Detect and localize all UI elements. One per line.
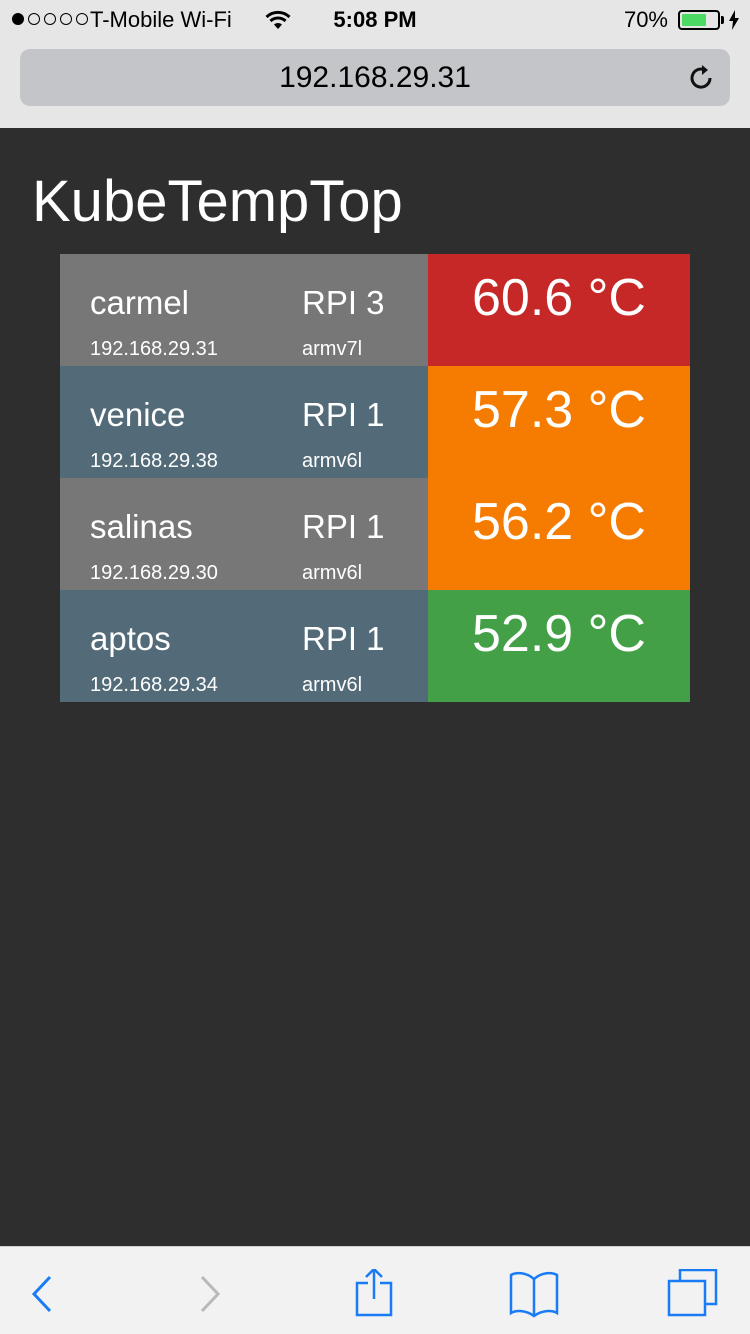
- node-model: RPI 1: [302, 620, 385, 657]
- node-row-aptos: aptos 192.168.29.34 RPI 1 armv6l 52.9 °C: [60, 590, 690, 702]
- node-ip: 192.168.29.31: [90, 338, 218, 360]
- node-ip: 192.168.29.38: [90, 450, 218, 472]
- carrier-name: T-Mobile Wi-Fi: [90, 7, 232, 32]
- node-info-cell: venice 192.168.29.38 RPI 1 armv6l: [60, 366, 428, 478]
- back-icon[interactable]: [16, 1269, 68, 1319]
- tabs-icon[interactable]: [666, 1269, 718, 1319]
- clock: 5:08 PM: [333, 7, 417, 32]
- temperature-cell: 60.6 °C: [428, 254, 690, 366]
- node-model: RPI 1: [302, 508, 385, 545]
- node-name: salinas: [90, 508, 193, 545]
- temperature-value: 60.6 °C: [471, 269, 646, 327]
- node-ip: 192.168.29.34: [90, 674, 218, 696]
- node-info-cell: salinas 192.168.29.30 RPI 1 armv6l: [60, 478, 428, 590]
- node-model: RPI 3: [302, 284, 385, 321]
- node-arch: armv6l: [302, 450, 363, 472]
- status-bar: T-Mobile Wi-Fi 5:08 PM 70%: [0, 0, 750, 40]
- node-model: RPI 1: [302, 396, 385, 433]
- node-row-carmel: carmel 192.168.29.31 RPI 3 armv7l 60.6 °…: [60, 254, 690, 366]
- node-arch: armv7l: [302, 338, 363, 360]
- temperature-cell: 52.9 °C: [428, 590, 690, 702]
- node-info-cell: carmel 192.168.29.31 RPI 3 armv7l: [60, 254, 428, 366]
- temperature-cell: 56.2 °C: [428, 478, 690, 590]
- node-table: carmel 192.168.29.31 RPI 3 armv7l 60.6 °…: [60, 254, 690, 702]
- node-name: aptos: [90, 620, 171, 657]
- browser-toolbar: [0, 1246, 750, 1334]
- battery-icon: [678, 10, 720, 30]
- temperature-cell: 57.3 °C: [428, 366, 690, 478]
- charging-bolt-icon: [729, 10, 739, 30]
- node-ip: 192.168.29.30: [90, 562, 218, 584]
- node-arch: armv6l: [302, 674, 363, 696]
- bookmarks-icon[interactable]: [508, 1269, 560, 1319]
- temperature-value: 57.3 °C: [471, 381, 646, 439]
- node-row-venice: venice 192.168.29.38 RPI 1 armv6l 57.3 °…: [60, 366, 690, 478]
- signal-dots-icon: [12, 13, 88, 25]
- node-info-cell: aptos 192.168.29.34 RPI 1 armv6l: [60, 590, 428, 702]
- node-name: venice: [90, 396, 186, 433]
- battery-tip: [721, 16, 724, 24]
- forward-icon[interactable]: [176, 1269, 228, 1319]
- browser-chrome: T-Mobile Wi-Fi 5:08 PM 70% 192.168.29.31: [0, 0, 750, 128]
- node-name: carmel: [90, 284, 190, 321]
- temperature-value: 56.2 °C: [471, 493, 646, 551]
- reload-icon[interactable]: [684, 61, 718, 95]
- battery-level-fill: [682, 14, 706, 26]
- temperature-value: 52.9 °C: [471, 605, 646, 663]
- url-text[interactable]: 192.168.29.31: [279, 61, 471, 94]
- wifi-icon: [265, 10, 291, 29]
- battery-percentage: 70%: [623, 7, 668, 32]
- share-icon[interactable]: [348, 1269, 400, 1319]
- node-arch: armv6l: [302, 562, 363, 584]
- page-title: KubeTempTop: [32, 169, 403, 234]
- address-bar[interactable]: 192.168.29.31: [20, 49, 730, 106]
- node-row-salinas: salinas 192.168.29.30 RPI 1 armv6l 56.2 …: [60, 478, 690, 590]
